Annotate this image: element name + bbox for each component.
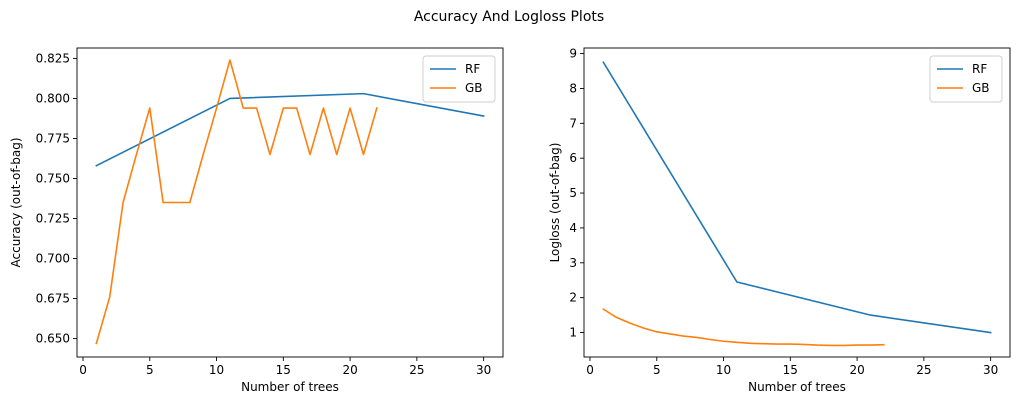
accuracy-legend-box bbox=[422, 55, 496, 103]
logloss-x-tick-label: 30 bbox=[983, 363, 998, 377]
accuracy-x-tick-label: 25 bbox=[409, 363, 424, 377]
accuracy-legend-label-rf: RF bbox=[465, 62, 480, 76]
accuracy-y-tick-label: 0.800 bbox=[36, 91, 70, 105]
logloss-x-tick-label: 10 bbox=[716, 363, 731, 377]
accuracy-x-tick-label: 5 bbox=[146, 363, 154, 377]
accuracy-legend-label-gb: GB bbox=[465, 81, 483, 95]
accuracy-y-tick-label: 0.675 bbox=[36, 292, 70, 306]
accuracy-x-axis-label: Number of trees bbox=[241, 380, 339, 394]
accuracy-y-axis-label: Accuracy (out-of-bag) bbox=[9, 138, 23, 268]
logloss-y-tick-label: 4 bbox=[569, 221, 577, 235]
accuracy-x-tick-label: 20 bbox=[342, 363, 357, 377]
logloss-legend-box bbox=[929, 55, 1003, 103]
accuracy-x-tick-label: 0 bbox=[79, 363, 87, 377]
accuracy-axes-frame bbox=[76, 47, 504, 358]
accuracy-y-tick-label: 0.650 bbox=[36, 332, 70, 346]
accuracy-y-tick-label: 0.725 bbox=[36, 212, 70, 226]
logloss-legend-label-rf: RF bbox=[972, 62, 987, 76]
logloss-y-tick-label: 6 bbox=[569, 151, 577, 165]
logloss-legend: RF GB bbox=[929, 55, 1003, 103]
accuracy-y-tick-label: 0.700 bbox=[36, 252, 70, 266]
logloss-x-tick-label: 15 bbox=[783, 363, 798, 377]
figure-title: Accuracy And Logloss Plots bbox=[413, 9, 605, 25]
logloss-x-tick-label: 0 bbox=[586, 363, 594, 377]
accuracy-series-rf-line bbox=[95, 92, 485, 167]
logloss-y-tick-label: 3 bbox=[569, 256, 577, 270]
logloss-x-axis-label: Number of trees bbox=[748, 380, 846, 394]
logloss-y-tick-label: 7 bbox=[569, 116, 577, 130]
logloss-y-tick-label: 2 bbox=[569, 291, 577, 305]
logloss-legend-label-gb: GB bbox=[972, 81, 990, 95]
accuracy-x-tick-label: 10 bbox=[209, 363, 224, 377]
logloss-y-axis-label: Logloss (out-of-bag) bbox=[548, 143, 562, 263]
logloss-series-rf-line bbox=[602, 61, 992, 334]
accuracy-x-tick-label: 30 bbox=[476, 363, 491, 377]
logloss-x-tick-label: 25 bbox=[916, 363, 931, 377]
logloss-y-tick-label: 9 bbox=[569, 47, 577, 61]
accuracy-y-tick-label: 0.825 bbox=[36, 51, 70, 65]
accuracy-x-tick-label: 15 bbox=[276, 363, 291, 377]
accuracy-y-tick-label: 0.775 bbox=[36, 131, 70, 145]
logloss-y-tick-label: 5 bbox=[569, 186, 577, 200]
logloss-y-tick-label: 8 bbox=[569, 81, 577, 95]
accuracy-y-tick-label: 0.750 bbox=[36, 171, 70, 185]
accuracy-series-gb-line bbox=[95, 59, 378, 345]
logloss-axes-frame bbox=[583, 47, 1011, 358]
logloss-y-tick-label: 1 bbox=[569, 326, 577, 340]
logloss-series-gb-line bbox=[602, 308, 885, 347]
logloss-x-tick-label: 5 bbox=[653, 363, 661, 377]
accuracy-legend: RF GB bbox=[422, 55, 496, 103]
logloss-x-tick-label: 20 bbox=[849, 363, 864, 377]
accuracy-plot-area bbox=[95, 59, 485, 345]
logloss-plot-area bbox=[602, 61, 992, 347]
